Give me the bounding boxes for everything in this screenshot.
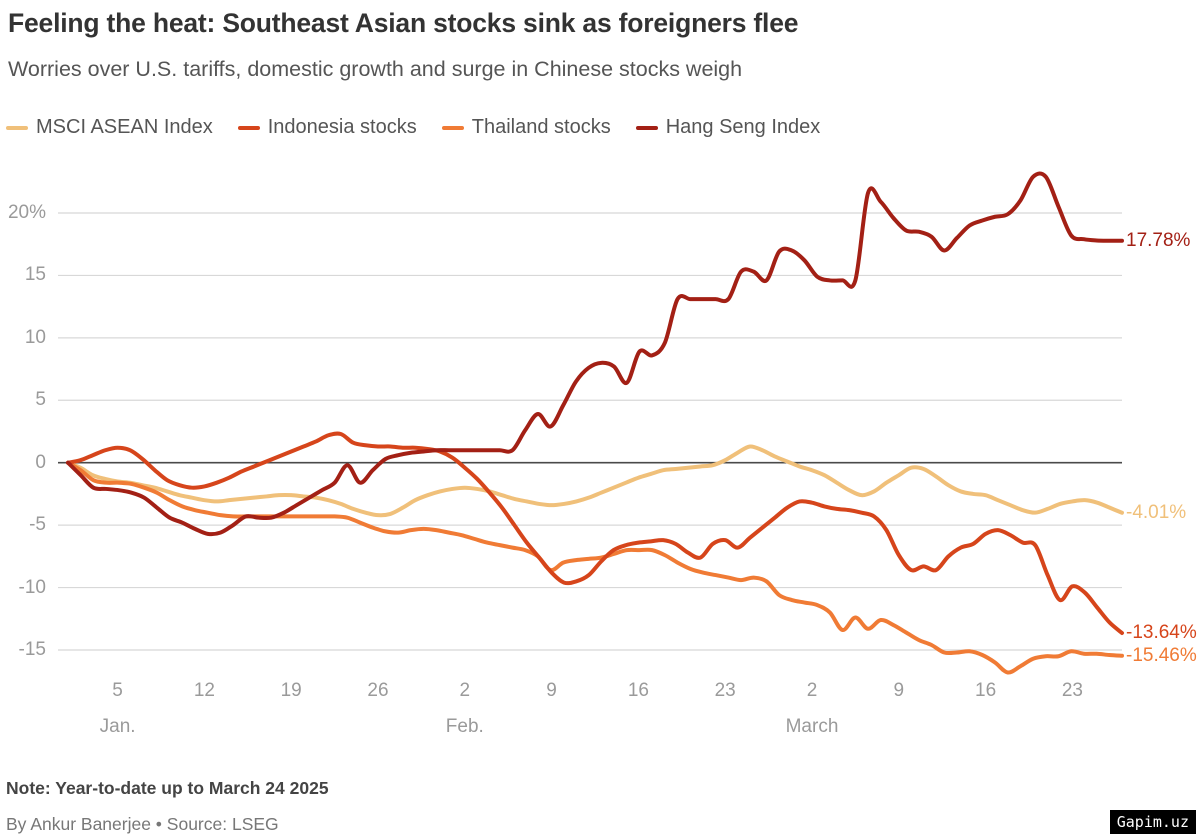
y-axis-tick-label: 10 bbox=[24, 326, 46, 348]
series-end-value-label: 17.78% bbox=[1126, 229, 1191, 251]
x-axis-tick-label: 9 bbox=[893, 680, 905, 701]
x-axis-month-label: Jan. bbox=[99, 716, 136, 737]
legend-swatch-icon bbox=[635, 125, 658, 130]
x-axis-month-label: Feb. bbox=[445, 716, 484, 737]
legend-item[interactable]: Thailand stocks bbox=[441, 116, 611, 139]
y-axis-tick-label: -10 bbox=[18, 576, 46, 598]
x-axis-tick-label: 2 bbox=[459, 680, 471, 701]
legend-swatch-icon bbox=[6, 125, 28, 130]
page-subtitle: Worries over U.S. tariffs, domestic grow… bbox=[8, 57, 743, 81]
legend-item-label: Hang Seng Index bbox=[665, 116, 821, 138]
x-axis-tick-label: 2 bbox=[806, 680, 818, 701]
legend-item-label: Thailand stocks bbox=[471, 116, 611, 138]
series-end-value-label: -4.01% bbox=[1126, 501, 1187, 523]
page-title: Feeling the heat: Southeast Asian stocks… bbox=[8, 8, 799, 38]
y-axis-tick-label: -5 bbox=[29, 514, 46, 536]
x-axis-tick-label: 9 bbox=[546, 680, 557, 701]
chart-credit: By Ankur Banerjee • Source: LSEG bbox=[6, 814, 279, 834]
series-line bbox=[66, 431, 1124, 636]
chart-note: Note: Year-to-date up to March 24 2025 bbox=[6, 778, 329, 798]
legend-item[interactable]: Hang Seng Index bbox=[635, 116, 821, 139]
y-axis-tick-label: 5 bbox=[35, 389, 46, 411]
legend-item[interactable]: MSCI ASEAN Index bbox=[6, 116, 213, 139]
series-end-value-label: -15.46% bbox=[1126, 644, 1197, 666]
y-axis-tick-label: -15 bbox=[18, 639, 46, 660]
y-axis-tick-label: 0 bbox=[35, 451, 46, 473]
y-axis-tick-label: 15 bbox=[24, 264, 46, 286]
legend-item-label: Indonesia stocks bbox=[267, 116, 417, 138]
x-axis-tick-label: 26 bbox=[367, 680, 389, 701]
chart-legend: MSCI ASEAN Index Indonesia stocks Thailand… bbox=[6, 116, 820, 139]
x-axis-tick-label: 19 bbox=[280, 680, 302, 701]
legend-swatch-icon bbox=[441, 125, 464, 130]
series-end-value-label: -13.64% bbox=[1126, 622, 1197, 644]
x-axis-tick-label: 12 bbox=[193, 680, 215, 701]
x-axis-tick-label: 16 bbox=[627, 680, 649, 701]
series-line bbox=[66, 171, 1124, 537]
x-axis-month-label: March bbox=[785, 716, 839, 737]
y-axis-tick-label: 20% bbox=[7, 202, 46, 223]
legend-item-label: MSCI ASEAN Index bbox=[36, 116, 213, 138]
legend-item[interactable]: Indonesia stocks bbox=[237, 116, 417, 139]
x-axis-tick-label: 16 bbox=[975, 680, 997, 701]
legend-swatch-icon bbox=[237, 125, 260, 130]
x-axis-tick-label: 5 bbox=[112, 680, 123, 701]
series-line bbox=[66, 444, 1124, 518]
x-axis-tick-label: 23 bbox=[714, 680, 736, 701]
watermark: Gapim.uz bbox=[1109, 810, 1196, 834]
x-axis-tick-label: 23 bbox=[1061, 680, 1083, 701]
